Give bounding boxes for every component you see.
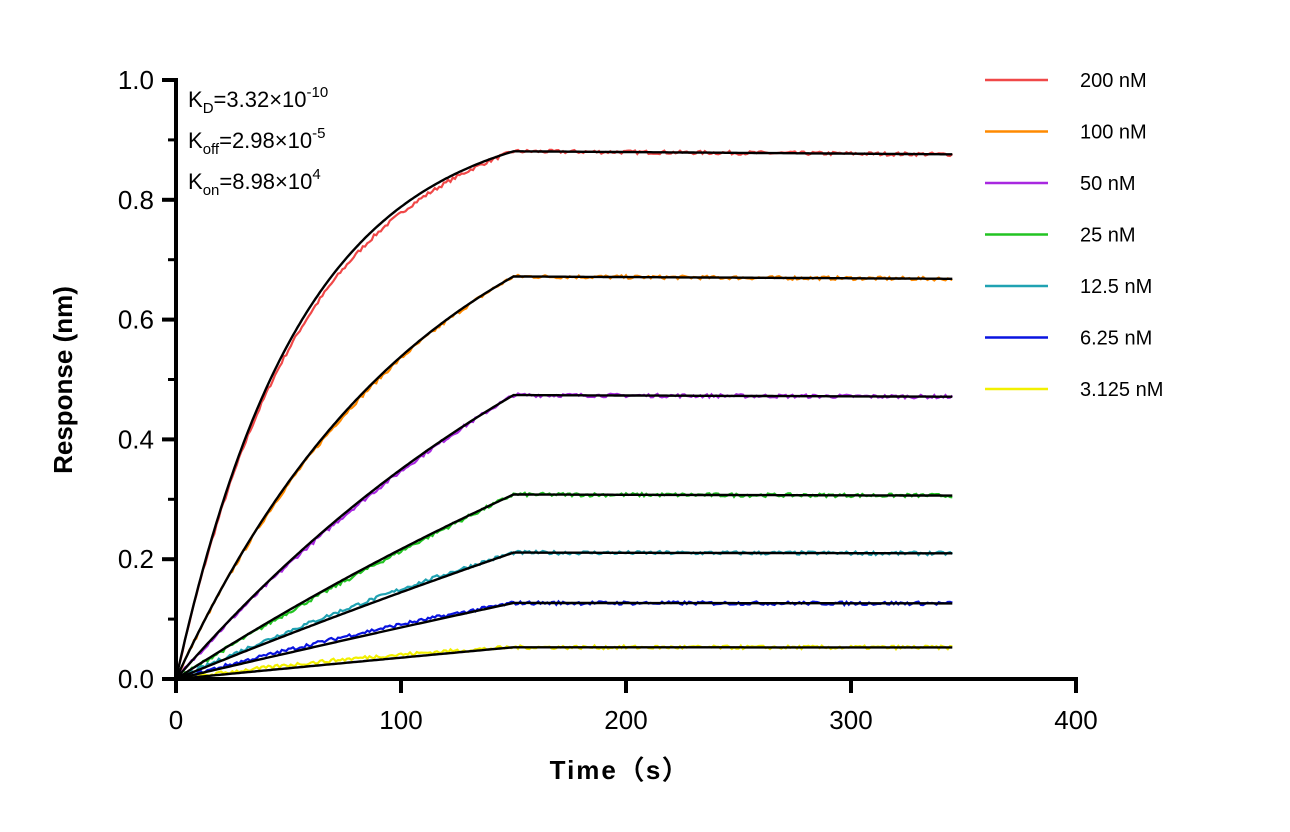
- series-line-3_125nM: [175, 643, 953, 681]
- fit-line: [175, 493, 953, 681]
- y-axis-label: Response (nm): [48, 286, 78, 474]
- fit-line: [175, 551, 953, 681]
- legend-label: 50 nM: [1080, 173, 1136, 195]
- plot-area: [174, 148, 954, 681]
- kinetics-annotation: KD=3.32×10-10 Koff=2.98×10-5 Kon=8.98×10…: [188, 84, 328, 199]
- legend-label: 6.25 nM: [1080, 328, 1152, 350]
- y-tick-label: 0.8: [118, 185, 154, 215]
- koff-annotation: Koff=2.98×10-5: [188, 125, 325, 158]
- kon-annotation: Kon=8.98×104: [188, 166, 321, 199]
- y-tick-label: 0.4: [118, 424, 154, 454]
- x-tick-label: 200: [604, 705, 647, 735]
- legend-label: 3.125 nM: [1080, 379, 1163, 401]
- x-tick-label: 300: [829, 705, 872, 735]
- fit-line: [175, 393, 953, 680]
- fit-line: [174, 150, 953, 680]
- y-tick-label: 0.2: [118, 544, 154, 574]
- legend-label: 100 nM: [1080, 122, 1147, 144]
- axes: 0.0 0.2 0.4 0.6 0.8 1.0 0 100 200 300 400: [118, 65, 1098, 735]
- fit-line: [175, 646, 953, 681]
- legend: 200 nM 100 nM 50 nM 25 nM 12.5 nM 6.25 nM 3.12…: [985, 70, 1163, 401]
- fit-line: [175, 601, 953, 681]
- y-tick-label: 0.6: [118, 305, 154, 335]
- legend-label: 200 nM: [1080, 70, 1147, 92]
- y-tick-label: 1.0: [118, 65, 154, 95]
- series-line-200nM: [174, 148, 954, 680]
- kd-annotation: KD=3.32×10-10: [188, 84, 328, 117]
- x-tick-label: 400: [1054, 705, 1097, 735]
- series-line-50nM: [175, 392, 954, 680]
- x-tick-label: 100: [379, 705, 422, 735]
- series-line-12_5nM: [175, 549, 954, 679]
- legend-label: 25 nM: [1080, 225, 1136, 247]
- y-tick-label: 0.0: [118, 664, 154, 694]
- x-tick-label: 0: [169, 705, 183, 735]
- x-axis-label: Time（s）: [550, 755, 691, 785]
- legend-label: 12.5 nM: [1080, 276, 1152, 298]
- fit-line: [174, 275, 953, 680]
